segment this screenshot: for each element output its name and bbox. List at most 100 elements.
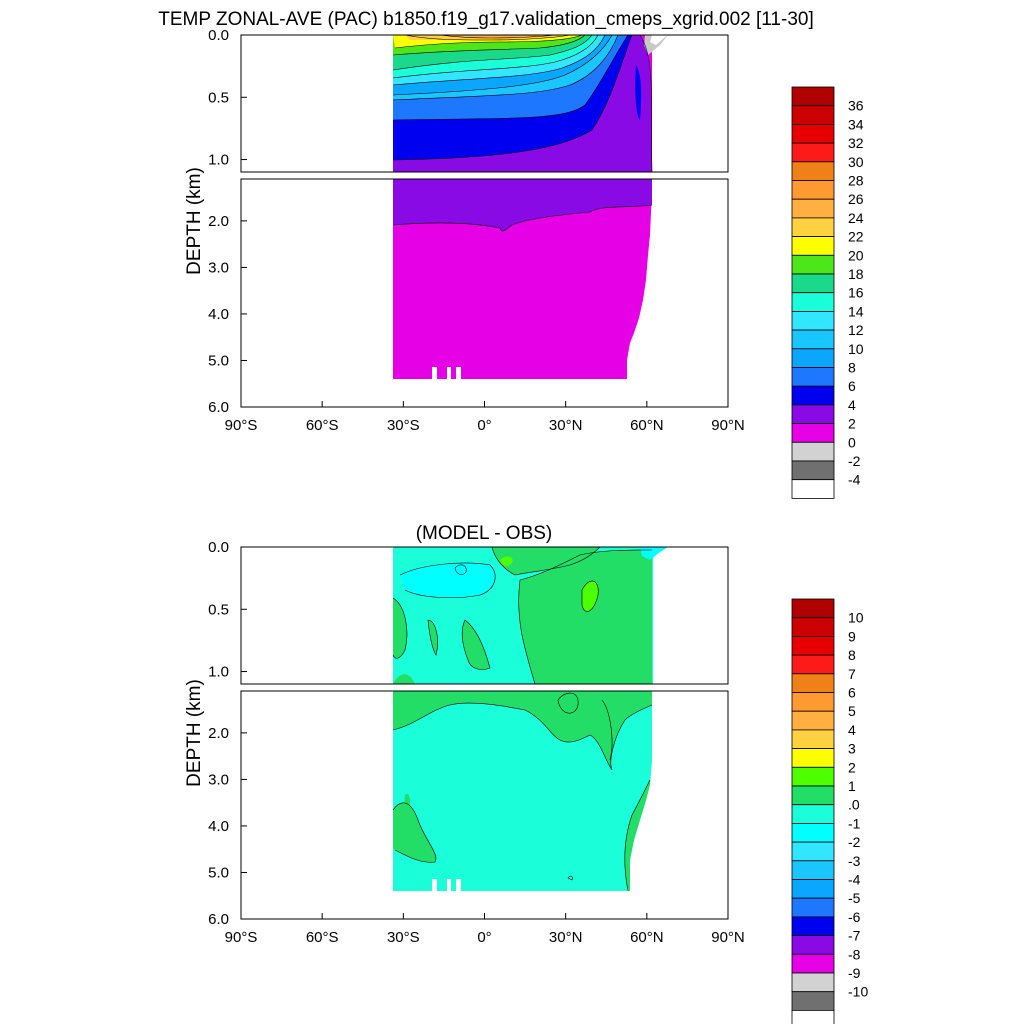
- colorbar-swatch: [791, 310, 835, 331]
- colorbar-swatch: [791, 860, 835, 880]
- colorbar-swatch: [791, 654, 835, 675]
- colorbar-label: 0: [848, 434, 856, 450]
- diff-cyan-neg2-neg1: [400, 563, 496, 598]
- diff-green-deep-west: [393, 802, 437, 863]
- contour-lines: [392, 35, 653, 172]
- colorbar-label: -2: [848, 834, 861, 850]
- colorbar-label: -4: [848, 872, 861, 888]
- top-contour-field: [392, 35, 728, 379]
- seamount-3: [456, 367, 461, 379]
- colorbar-swatch: [791, 385, 835, 406]
- colorbar-swatch: [791, 86, 835, 107]
- colorbar-swatch: [791, 254, 835, 275]
- colorbar-label: 2: [848, 759, 856, 775]
- diff-green-bottom-west: [393, 674, 415, 684]
- colorbar-label: 18: [848, 266, 864, 282]
- colorbar-label: -10: [848, 984, 868, 1000]
- colorbar-label: 2: [848, 416, 856, 432]
- colorbar-swatch: [791, 273, 835, 294]
- colorbar-swatch: [791, 748, 835, 768]
- y-tick-label: 0.0: [208, 27, 229, 44]
- colorbar-label: 5: [848, 703, 856, 719]
- chart-title: (MODEL - OBS): [416, 523, 553, 544]
- panel-temp-axes: 0.0 0.5 1.0 2.0 3.0 4.0 5.0 6.0 DEPTH (km) TEMP Z…: [158, 9, 864, 499]
- y-tick-label: 6.0: [208, 911, 229, 928]
- y-tick-label: 0.5: [208, 601, 229, 618]
- diff-green-mid: [462, 620, 490, 670]
- x-tick-label: 60°N: [630, 417, 664, 434]
- land-mask: [652, 55, 728, 172]
- x-tick-label: 90°N: [711, 417, 745, 434]
- colorbar-swatch: [791, 935, 835, 955]
- colorbar-swatch: [791, 1010, 835, 1024]
- colorbar-label: 24: [848, 210, 864, 226]
- colorbar-swatch: [791, 404, 835, 424]
- diff-lightgreen-patch: [582, 580, 599, 612]
- colorbar-label: 7: [848, 666, 856, 682]
- colorbar-swatch: [791, 804, 835, 824]
- colorbar-label: 12: [848, 322, 864, 338]
- colorbar-label: 34: [848, 116, 864, 132]
- colorbar-swatch: [791, 953, 835, 974]
- x-tick-label: 30°N: [549, 929, 583, 946]
- colorbar-label: -8: [848, 946, 861, 962]
- colorbar-label: 32: [848, 135, 864, 151]
- colorbar-swatch: [791, 423, 835, 443]
- seamount-1: [432, 367, 437, 379]
- diff-green-sliver-w: [404, 793, 411, 812]
- colorbar-swatch: [791, 236, 835, 256]
- y-tick-label: 2.0: [208, 725, 229, 742]
- seamount-1b: [432, 879, 437, 891]
- colorbar-label: -3: [848, 853, 861, 869]
- colorbar-label: -5: [848, 890, 861, 906]
- colorbar-swatch: [791, 217, 835, 237]
- diff-green-bump: [558, 693, 579, 714]
- upper-frame: [240, 34, 729, 173]
- colorbar-label: 20: [848, 247, 864, 263]
- x-tick-label: 0°: [477, 417, 491, 434]
- colorbar-swatch: [791, 785, 835, 806]
- colorbar-swatch: [791, 441, 835, 462]
- colorbar-swatch: [791, 841, 835, 862]
- colorbar-label: -2: [848, 453, 861, 469]
- diff-lightgreen-patch-2: [500, 556, 513, 566]
- seamount-3b: [456, 879, 461, 891]
- diff-green-deep-east: [624, 780, 650, 891]
- colorbar-swatch: [791, 636, 835, 656]
- colorbar-label: 36: [848, 98, 864, 114]
- y-tick-label: 5.0: [208, 352, 229, 369]
- colorbar-label: 4: [848, 397, 856, 413]
- x-tick-label: 60°S: [306, 929, 339, 946]
- colorbar-swatch: [791, 161, 835, 181]
- x-tick-label: 30°N: [549, 417, 583, 434]
- y-tick-label: 6.0: [208, 399, 229, 416]
- y-tick-label: 1.0: [208, 152, 229, 169]
- bottom-contour-field: [392, 547, 728, 892]
- colorbar-swatch: [791, 617, 835, 637]
- x-tick-label: 90°S: [225, 417, 258, 434]
- colorbar-swatch: [791, 105, 835, 125]
- colorbar-label: 26: [848, 191, 864, 207]
- colorbar-swatch: [791, 292, 835, 312]
- colorbar-swatch: [791, 479, 835, 499]
- colorbar-swatch: [791, 124, 835, 144]
- colorbar-swatch: [791, 991, 835, 1011]
- seamount-2b: [447, 879, 451, 891]
- colorbar-label: 16: [848, 285, 864, 301]
- y-tick-label: 5.0: [208, 864, 229, 881]
- seamount-2: [447, 367, 451, 379]
- colorbar-label: 4: [848, 722, 856, 738]
- colorbar-label: 3: [848, 741, 856, 757]
- colorbar-label: 14: [848, 303, 864, 319]
- y-axis-title: DEPTH (km): [184, 679, 205, 787]
- colorbar-swatch: [791, 879, 835, 899]
- colorbar-label: 10: [848, 610, 864, 626]
- x-tick-label: 90°N: [711, 929, 745, 946]
- upper-frame: [240, 546, 729, 685]
- y-tick-label: 0.0: [208, 539, 229, 556]
- colorbar-label: 8: [848, 360, 856, 376]
- land-mask-2: [654, 580, 728, 684]
- diff-green-east: [518, 550, 652, 684]
